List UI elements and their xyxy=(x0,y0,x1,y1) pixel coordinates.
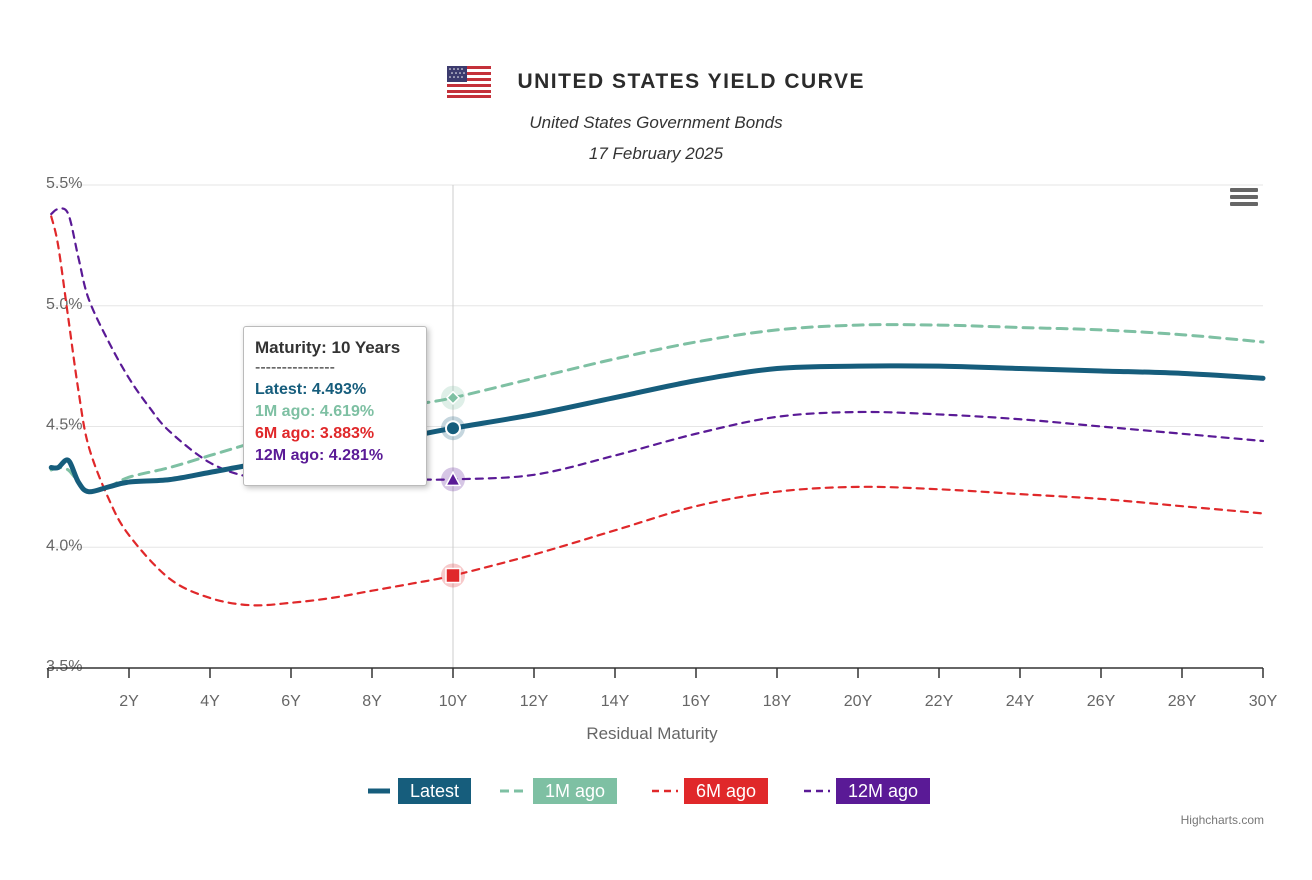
x-tick-label: 6Y xyxy=(281,693,301,710)
x-tick-label: 28Y xyxy=(1168,693,1197,710)
marker-6m-ago xyxy=(445,567,461,584)
series-line-6m-ago xyxy=(50,215,1265,607)
tooltip-heading: Maturity: 10 Years xyxy=(255,338,401,357)
x-axis: 2Y 4Y 6Y 8Y 10Y 12Y 14Y 16Y 18Y 20Y 22Y 24Y 26Y 28Y 30… xyxy=(47,667,1278,710)
chart-subtitle: United States Government Bonds xyxy=(529,113,783,132)
tooltip-6m-ago: 6M ago: 3.883% xyxy=(255,425,375,442)
x-tick-label: 24Y xyxy=(1006,693,1035,710)
x-tick-label: 16Y xyxy=(682,693,711,710)
x-tick-label: 14Y xyxy=(601,693,630,710)
x-tick-label: 18Y xyxy=(763,693,792,710)
credits-link[interactable]: Highcharts.com xyxy=(1180,813,1264,827)
legend-symbol-latest xyxy=(368,788,390,794)
y-axis-labels: 3.5% 4.0% 4.5% 5.0% 5.5% xyxy=(46,175,82,675)
x-tick-label: 20Y xyxy=(844,693,873,710)
legend-label-12m-ago: 12M ago xyxy=(836,778,931,804)
legend-symbol-6m-ago xyxy=(652,789,678,793)
y-tick-label: 5.0% xyxy=(46,296,82,313)
legend-symbol-12m-ago xyxy=(804,789,830,793)
legend-label-6m-ago: 6M ago xyxy=(684,778,769,804)
legend-label-1m-ago: 1M ago xyxy=(533,778,618,804)
x-tick-label: 12Y xyxy=(520,693,549,710)
x-tick-label: 30Y xyxy=(1249,693,1278,710)
us-flag-icon xyxy=(447,66,492,98)
series-line-12m-ago xyxy=(50,207,1265,484)
x-tick-label: 4Y xyxy=(200,693,220,710)
legend: Latest 1M ago 6M ago 12M ago xyxy=(0,778,1312,806)
legend-symbol-1m-ago xyxy=(500,789,526,793)
tooltip: Maturity: 10 Years --------------- Lates… xyxy=(243,326,427,486)
marker-latest xyxy=(445,420,461,437)
y-tick-label: 5.5% xyxy=(46,175,82,192)
tooltip-latest: Latest: 4.493% xyxy=(255,381,367,398)
x-tick-label: 22Y xyxy=(925,693,954,710)
marker-1m-ago xyxy=(445,390,461,405)
grid-lines xyxy=(48,184,1263,548)
chart-title: UNITED STATES YIELD CURVE xyxy=(517,70,865,93)
chart-date: 17 February 2025 xyxy=(588,144,724,163)
chart-title-row: UNITED STATES YIELD CURVE xyxy=(0,66,1312,98)
x-tick-label: 10Y xyxy=(439,693,468,710)
x-axis-title: Residual Maturity xyxy=(586,724,718,743)
y-tick-label: 4.0% xyxy=(46,537,82,554)
legend-label-latest: Latest xyxy=(398,778,472,804)
x-tick-label: 26Y xyxy=(1087,693,1116,710)
x-tick-label: 8Y xyxy=(362,693,382,710)
tooltip-separator: --------------- xyxy=(255,359,335,376)
tooltip-1m-ago: 1M ago: 4.619% xyxy=(255,403,375,420)
hamburger-menu-icon[interactable] xyxy=(1230,188,1258,210)
y-tick-label: 4.5% xyxy=(46,417,82,434)
y-tick-label: 3.5% xyxy=(46,658,82,675)
tooltip-12m-ago: 12M ago: 4.281% xyxy=(255,447,384,464)
x-tick-label: 2Y xyxy=(119,693,139,710)
marker-12m-ago xyxy=(444,470,462,487)
series-group xyxy=(48,207,1266,607)
highlight-markers xyxy=(441,385,465,588)
